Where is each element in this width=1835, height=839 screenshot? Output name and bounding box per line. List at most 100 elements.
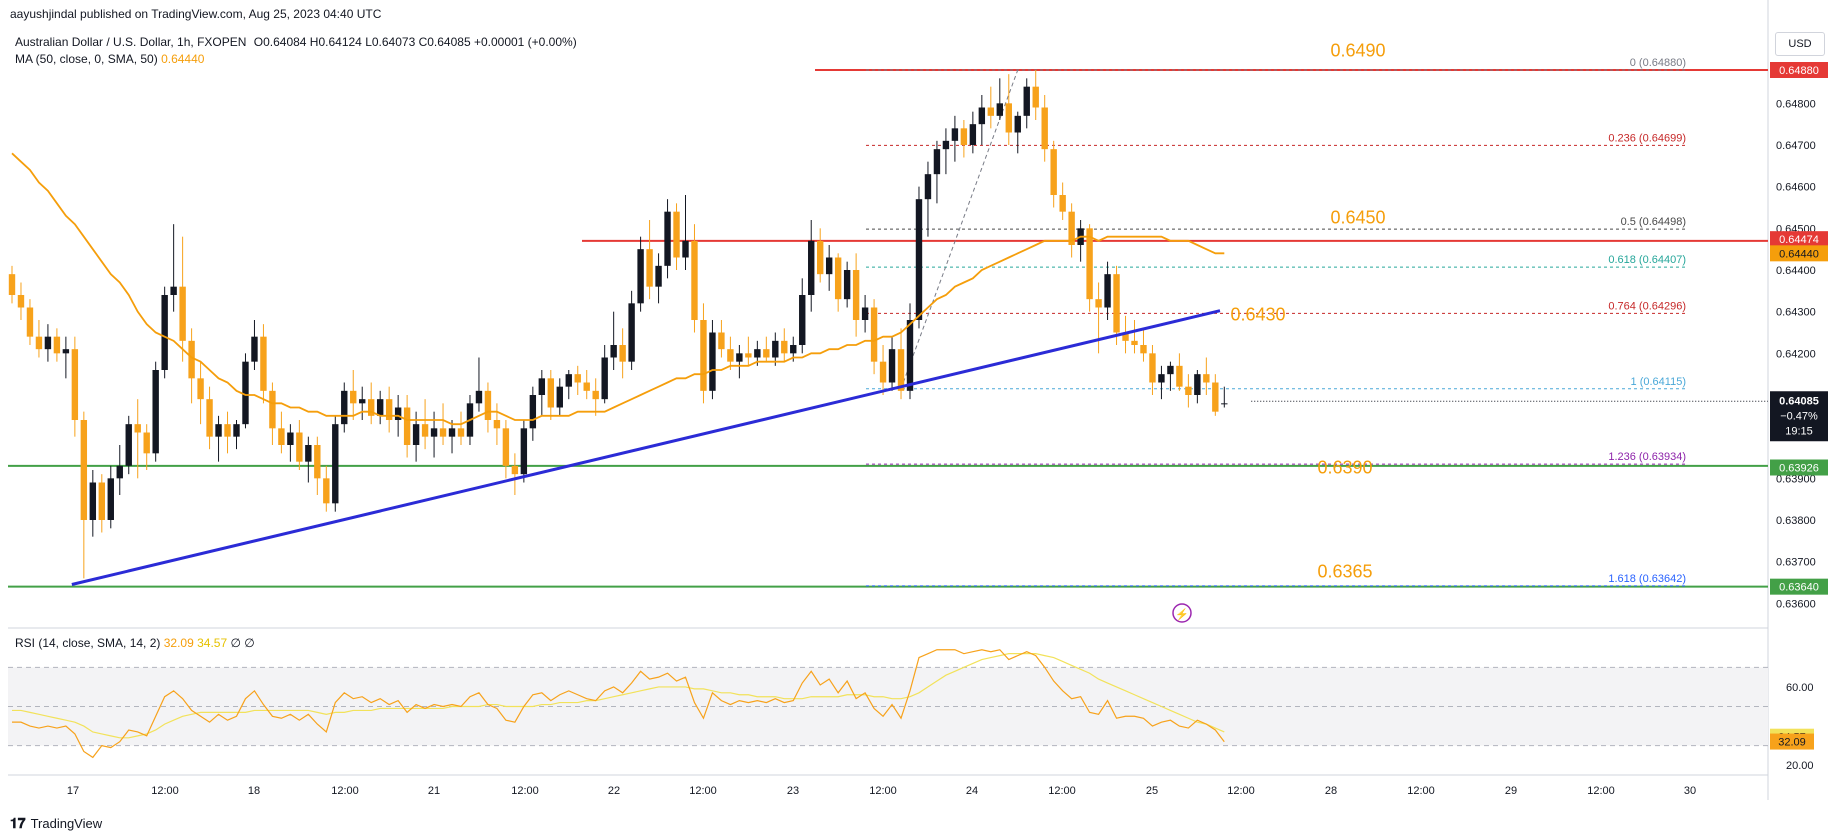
- candle-body: [825, 257, 833, 275]
- candle-body: [969, 124, 977, 145]
- price-tag-label: 0.63926: [1779, 463, 1819, 475]
- x-tick-label: 12:00: [689, 785, 717, 797]
- rsi-band: [8, 667, 1768, 746]
- candle-body: [556, 386, 563, 408]
- candle-body: [161, 295, 168, 370]
- candle-body: [1122, 332, 1129, 341]
- price-tag-label: 0.64880: [1779, 65, 1819, 77]
- currency-button[interactable]: USD: [1775, 32, 1825, 56]
- rsi-legend[interactable]: RSI (14, close, SMA, 14, 2) 32.09 34.57 …: [15, 636, 255, 650]
- price-tag-label: 0.63640: [1779, 582, 1819, 594]
- price-tag: [1770, 231, 1828, 248]
- x-tick-label: 28: [1325, 785, 1337, 797]
- candle-body: [385, 399, 393, 420]
- rsi-label: RSI (14, close, SMA, 14, 2): [15, 636, 161, 650]
- candle-body: [26, 307, 34, 337]
- x-tick-label: 24: [966, 785, 978, 797]
- candle-body: [861, 307, 869, 320]
- x-tick-label: 12:00: [1407, 785, 1435, 797]
- published-info: aayushjindal published on TradingView.co…: [10, 7, 382, 21]
- ma-legend[interactable]: MA (50, close, 0, SMA, 50) 0.64440: [15, 52, 204, 66]
- candle-body: [502, 428, 510, 466]
- candle-body: [754, 349, 761, 358]
- rsi-ma-value: 34.57: [197, 636, 228, 650]
- candle-body: [718, 332, 725, 350]
- candle-body: [646, 249, 653, 287]
- candle-body: [583, 382, 590, 391]
- candle-body: [448, 428, 456, 437]
- candle-body: [1068, 211, 1075, 245]
- candle-body: [1131, 340, 1138, 345]
- last-price-value: 0.64085: [1779, 395, 1819, 407]
- candle-body: [655, 265, 662, 287]
- rsi-value: 32.09: [163, 636, 194, 650]
- candle-body: [942, 140, 950, 150]
- candle-body: [700, 320, 707, 391]
- candle-body: [727, 349, 734, 362]
- symbol-title: Australian Dollar / U.S. Dollar, 1h, FXO…: [15, 35, 247, 49]
- x-tick-label: 29: [1505, 785, 1517, 797]
- bullish-trendline: [71, 309, 1221, 586]
- symbol-info: Australian Dollar / U.S. Dollar, 1h, FXO…: [15, 35, 577, 49]
- candle-body: [457, 428, 465, 437]
- candle-body: [709, 332, 716, 391]
- rsi-tick-label: 60.00: [1786, 682, 1814, 694]
- candle-body: [511, 465, 519, 475]
- candle-body: [745, 353, 752, 358]
- candle-body: [206, 399, 213, 437]
- candle-body: [125, 424, 132, 466]
- ma-label: MA (50, close, 0, SMA, 50): [15, 52, 158, 66]
- candle-body: [574, 374, 581, 383]
- x-tick-label: 23: [787, 785, 799, 797]
- x-tick-label: 17: [67, 785, 79, 797]
- price-pane: [8, 30, 1768, 635]
- candle-body: [368, 399, 375, 416]
- candle-body: [870, 307, 878, 362]
- tradingview-logo[interactable]: 𝟏𝟕 TradingView: [10, 815, 102, 832]
- rsi-line: [12, 649, 1225, 759]
- candle-body: [430, 428, 438, 437]
- rsi-extra: ∅ ∅: [230, 636, 255, 650]
- candle-body: [8, 274, 16, 295]
- level-annotation: 0.6390: [1317, 457, 1372, 477]
- y-tick-label: 0.64400: [1776, 265, 1816, 277]
- candle-body: [924, 174, 932, 200]
- candle-body: [1050, 149, 1057, 195]
- candle-body: [736, 353, 743, 362]
- candle-body: [170, 286, 177, 295]
- candle-body: [915, 199, 923, 320]
- candle-body: [359, 399, 366, 404]
- candle-body: [1176, 365, 1183, 387]
- level-annotation: 0.6430: [1230, 305, 1285, 325]
- level-annotation: 0.6490: [1330, 41, 1385, 61]
- candle-body: [996, 103, 1003, 116]
- level-annotation: 0.6450: [1330, 207, 1385, 227]
- candle-body: [843, 270, 851, 300]
- candle-body: [394, 407, 402, 420]
- x-tick-label: 22: [608, 785, 620, 797]
- candle-body: [951, 128, 959, 141]
- y-tick-label: 0.64300: [1776, 307, 1816, 319]
- y-tick-label: 0.63900: [1776, 473, 1816, 485]
- price-tag-label: 0.64474: [1779, 234, 1819, 246]
- candle-body: [493, 420, 501, 429]
- candle-body: [188, 340, 195, 379]
- fib-level-label: 0 (0.64880): [1630, 57, 1686, 69]
- candle-body: [98, 482, 105, 520]
- candle-body: [1014, 115, 1021, 133]
- candle-body: [1023, 86, 1030, 116]
- tv-brand: TradingView: [30, 816, 103, 831]
- candle-body: [287, 432, 294, 445]
- candle-body: [529, 395, 537, 429]
- candle-body: [906, 320, 914, 391]
- x-tick-label: 18: [248, 785, 260, 797]
- candle-body: [897, 349, 905, 391]
- ohlc-values: O0.64084 H0.64124 L0.64073 C0.64085 +0.0…: [253, 35, 577, 49]
- candle-body: [978, 107, 986, 125]
- x-tick-label: 30: [1684, 785, 1696, 797]
- price-tag: [1770, 62, 1828, 78]
- candle-body: [1059, 195, 1066, 212]
- candle-body: [1086, 228, 1093, 300]
- bar-countdown: 19:15: [1785, 425, 1813, 437]
